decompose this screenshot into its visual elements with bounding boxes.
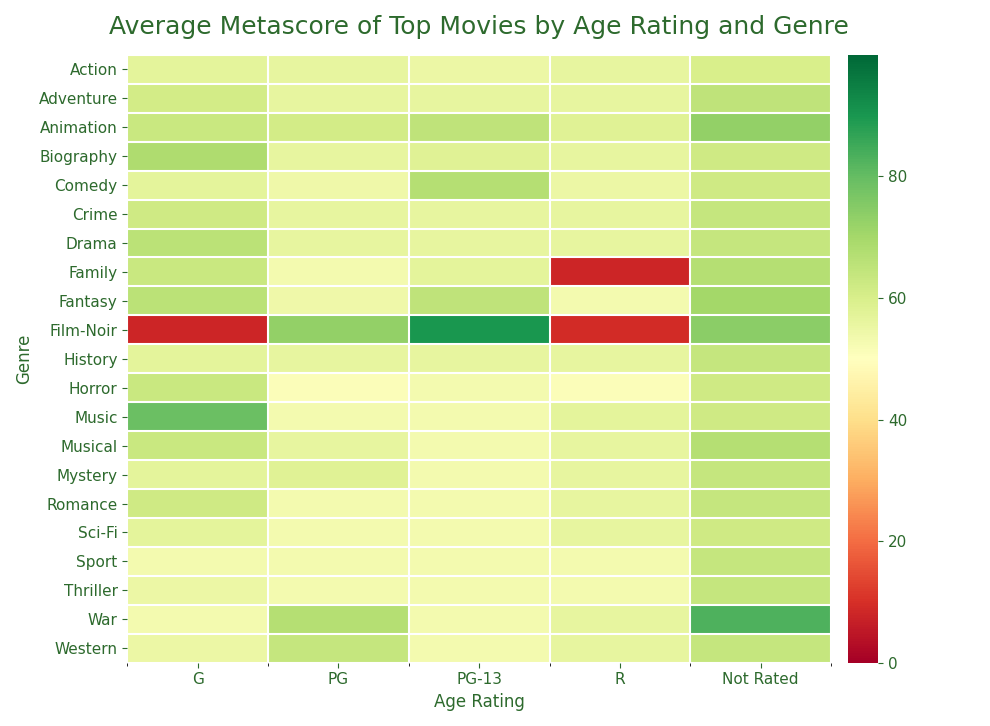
Title: Average Metascore of Top Movies by Age Rating and Genre: Average Metascore of Top Movies by Age R… xyxy=(109,15,849,39)
X-axis label: Age Rating: Age Rating xyxy=(434,693,525,711)
Y-axis label: Genre: Genre xyxy=(15,333,33,384)
